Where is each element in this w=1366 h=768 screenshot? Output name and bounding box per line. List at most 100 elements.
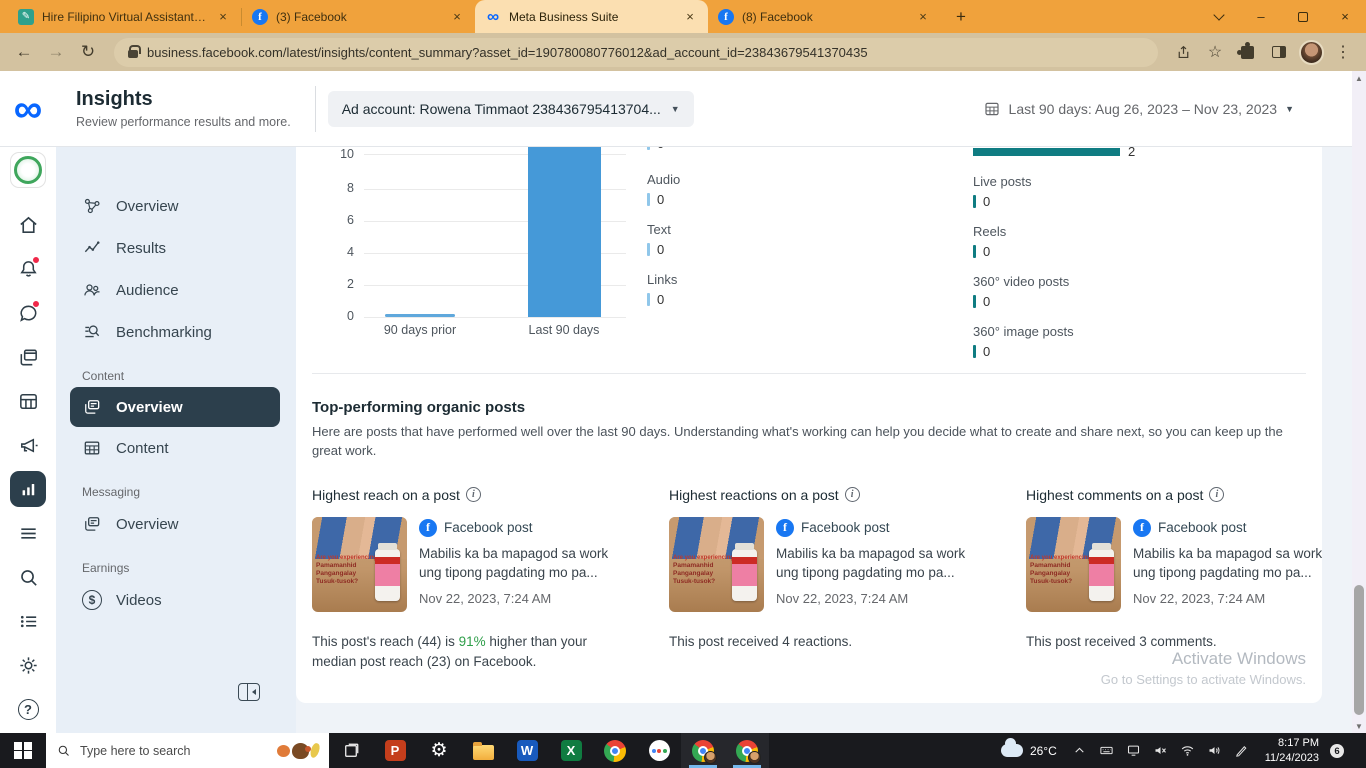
close-window-button[interactable]: × — [1341, 9, 1349, 24]
post-thumbnail[interactable]: Are you experiencing Pamamanhid Panganga… — [312, 516, 407, 612]
pen-tray-icon[interactable] — [1234, 743, 1250, 759]
product-bottle — [375, 542, 400, 601]
bar-90-days-prior[interactable] — [385, 314, 455, 317]
home-button[interactable] — [8, 206, 48, 246]
all-tools-menu-button[interactable] — [8, 513, 48, 553]
tab-search-chevron[interactable] — [1198, 0, 1240, 33]
tab-close-icon[interactable]: × — [686, 8, 694, 24]
taskbar-word[interactable]: W — [505, 733, 549, 768]
scroll-up-arrow[interactable]: ▲ — [1355, 73, 1363, 83]
help-button[interactable]: ? — [8, 689, 48, 729]
inbox-chat-button[interactable] — [8, 294, 48, 334]
notifications-button[interactable] — [8, 250, 48, 290]
pencil-favicon: ✎ — [18, 8, 34, 25]
action-center-button[interactable]: 6 — [1330, 742, 1360, 759]
bookmark-star-icon[interactable]: ☆ — [1207, 44, 1223, 61]
nav-overview[interactable]: Overview — [82, 185, 272, 227]
taskbar-chrome-profile-2[interactable] — [725, 733, 769, 768]
reload-button[interactable]: ↻ — [80, 42, 96, 61]
scroll-down-arrow[interactable]: ▼ — [1355, 721, 1363, 731]
taskbar-search[interactable]: Type here to search — [46, 733, 329, 768]
volume-tray-icon[interactable] — [1207, 743, 1223, 759]
weather-widget[interactable]: 26°C — [1000, 738, 1057, 758]
info-icon[interactable]: i — [844, 487, 860, 503]
avatar — [1298, 39, 1324, 65]
profile-avatar[interactable] — [1298, 39, 1324, 65]
info-icon[interactable]: i — [1209, 487, 1225, 503]
nav-results[interactable]: Results — [82, 227, 272, 269]
maximize-button[interactable] — [1282, 0, 1324, 33]
posts-button[interactable] — [8, 338, 48, 378]
nav-audience[interactable]: Audience — [82, 269, 272, 311]
tasks-list-button[interactable] — [8, 601, 48, 641]
keyboard-tray-icon[interactable] — [1099, 743, 1115, 759]
clock-time: 8:17 PM — [1278, 737, 1319, 750]
ads-button[interactable] — [8, 426, 48, 466]
ad-account-dropdown[interactable]: Ad account: Rowena Timmaot 2384367954137… — [327, 90, 694, 127]
post-card[interactable]: Are you experiencing Pamamanhid Panganga… — [669, 516, 988, 612]
start-button[interactable] — [0, 733, 46, 768]
taskbar-google-app[interactable] — [637, 733, 681, 768]
scrollbar-track[interactable] — [1352, 85, 1366, 719]
nav-benchmarking[interactable]: Benchmarking — [82, 311, 272, 353]
taskbar-file-explorer[interactable] — [461, 733, 505, 768]
post-thumbnail[interactable]: Are you experiencing Pamamanhid Panganga… — [1026, 516, 1121, 612]
tab-close-icon[interactable]: × — [453, 8, 461, 24]
tick — [647, 242, 650, 256]
panel-icon — [1272, 46, 1286, 58]
bar-last-90-days[interactable] — [528, 147, 601, 317]
insights-button-active[interactable] — [10, 471, 46, 508]
nav-messaging-overview[interactable]: Overview — [82, 503, 272, 545]
taskbar-powerpoint[interactable]: P — [373, 733, 417, 768]
url-text[interactable]: business.facebook.com/latest/insights/co… — [147, 44, 868, 60]
page-avatar[interactable] — [10, 152, 46, 188]
taskbar-clock[interactable]: 8:17 PM 11/24/2023 — [1265, 736, 1319, 765]
side-panel-icon[interactable] — [1266, 39, 1292, 65]
nav-content-overview-selected[interactable]: Overview — [70, 387, 280, 427]
metric-row: 0 — [647, 289, 887, 309]
tab-close-icon[interactable]: × — [219, 8, 227, 24]
scrollbar-thumb[interactable] — [1354, 585, 1364, 715]
wifi-tray-icon[interactable] — [1180, 743, 1196, 759]
forward-button[interactable]: → — [47, 42, 65, 61]
app-body: ? Overview Results Audience Benchmarking… — [0, 147, 1366, 733]
info-icon[interactable]: i — [465, 487, 481, 503]
post-card[interactable]: Are you experiencing Pamamanhid Panganga… — [312, 516, 631, 612]
tab-hire-filipino[interactable]: ✎ Hire Filipino Virtual Assistants | F × — [8, 0, 241, 33]
tab-facebook-8[interactable]: f (8) Facebook × — [708, 0, 941, 33]
new-tab-button[interactable]: + — [956, 7, 966, 26]
taskbar-settings[interactable]: ⚙ — [417, 733, 461, 768]
post-card[interactable]: Are you experiencing Pamamanhid Panganga… — [1026, 516, 1322, 612]
tab-close-icon[interactable]: × — [919, 8, 927, 24]
minimize-button[interactable]: – — [1257, 9, 1265, 24]
back-button[interactable]: ← — [15, 42, 33, 61]
taskbar-excel[interactable]: X — [549, 733, 593, 768]
browser-menu-kebab[interactable]: ⋮ — [1335, 44, 1351, 61]
taskbar-chrome[interactable] — [593, 733, 637, 768]
mute-tray-icon[interactable] — [1153, 743, 1169, 759]
address-bar[interactable]: business.facebook.com/latest/insights/co… — [114, 37, 1158, 67]
task-view-button[interactable] — [329, 733, 373, 768]
date-range-selector[interactable]: Last 90 days: Aug 26, 2023 – Nov 23, 202… — [983, 100, 1294, 118]
show-hidden-icons-chevron[interactable] — [1072, 743, 1088, 759]
horizontal-bar-partial[interactable] — [973, 148, 1120, 156]
meta-logo[interactable]: ∞ — [13, 86, 43, 131]
nav-content[interactable]: Content — [82, 427, 272, 469]
settings-button[interactable] — [8, 645, 48, 685]
extensions-puzzle-icon[interactable] — [1234, 39, 1260, 65]
share-icon[interactable] — [1170, 39, 1196, 65]
nav-label: Overview — [116, 398, 183, 416]
post-thumbnail[interactable]: Are you experiencing Pamamanhid Panganga… — [669, 516, 764, 612]
planner-button[interactable] — [8, 382, 48, 422]
content-card: 10 8 6 4 2 0 90 days prior Last 90 days … — [296, 147, 1322, 703]
collapse-sidebar-button[interactable] — [238, 683, 260, 701]
post-types-column: Live posts 0 Reels 0 360° video posts 0 — [973, 159, 1213, 373]
metric-row: 0 — [647, 189, 887, 209]
tab-facebook-3[interactable]: f (3) Facebook × — [242, 0, 475, 33]
tab-meta-business-suite-active[interactable]: ∞ Meta Business Suite × — [475, 0, 708, 33]
page-scrollbar[interactable]: ▲ ▼ — [1352, 71, 1366, 733]
search-button[interactable] — [8, 557, 48, 597]
nav-videos[interactable]: $ Videos — [82, 579, 272, 621]
taskbar-chrome-profile-1[interactable] — [681, 733, 725, 768]
display-tray-icon[interactable] — [1126, 743, 1142, 759]
